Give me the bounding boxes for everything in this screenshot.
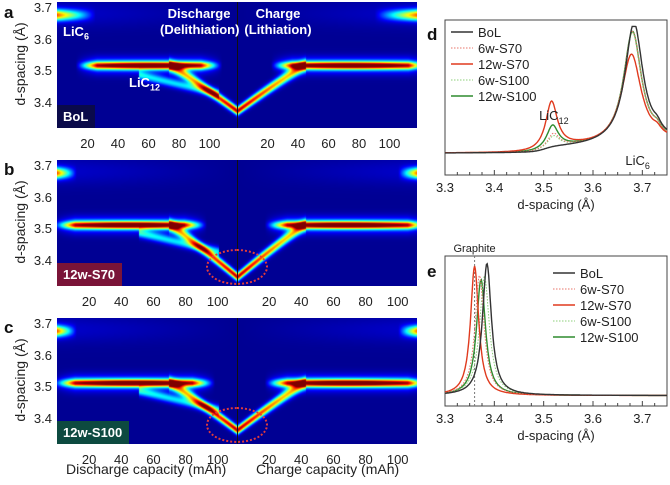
charge-x-tick-label: 20 xyxy=(261,452,277,467)
highlight-ellipse xyxy=(206,249,268,285)
sample-badge: BoL xyxy=(57,105,96,128)
charge-x-tick-label: 80 xyxy=(358,294,373,309)
panel-label-b: b xyxy=(4,160,15,179)
discharge-x-tick-label: 20 xyxy=(81,294,97,309)
panel-label-e: e xyxy=(427,262,437,281)
x-tick-label: 3.3 xyxy=(436,180,454,195)
y-tick-label: 3.7 xyxy=(33,158,52,174)
charge-x-tick-label: 40 xyxy=(294,294,309,309)
discharge-x-tick-label: 60 xyxy=(146,294,161,309)
y-tick-label: 3.4 xyxy=(33,94,52,110)
charge-x-tick-label: 80 xyxy=(351,136,367,151)
charge-x-tick-label: 100 xyxy=(386,452,409,467)
y-tick-label: 3.6 xyxy=(33,31,52,47)
x-tick-label: 3.7 xyxy=(633,411,651,426)
discharge-section-title: Discharge (Delithiation) xyxy=(160,6,240,38)
legend-label: 12w-S100 xyxy=(580,330,639,345)
discharge-title-line2: (Delithiation) xyxy=(160,22,240,37)
legend-label: BoL xyxy=(478,25,501,40)
legend-label: 12w-S70 xyxy=(580,298,631,313)
discharge-x-tick-label: 20 xyxy=(81,452,97,467)
panel-label-c: c xyxy=(4,318,14,337)
x-tick-label: 3.5 xyxy=(535,180,553,195)
charge-x-tick-label: 80 xyxy=(358,452,373,467)
panel-label-a: a xyxy=(4,3,14,22)
charge-x-tick-label: 60 xyxy=(326,452,341,467)
center-divider-line xyxy=(237,2,238,128)
charge-title-line2: (Lithiation) xyxy=(244,22,312,37)
legend-label: 6w-S100 xyxy=(580,314,631,329)
x-tick-label: 3.4 xyxy=(485,411,503,426)
highlight-ellipse xyxy=(206,407,268,443)
legend-label: 6w-S100 xyxy=(478,73,529,88)
series-line-bol xyxy=(444,262,667,397)
y-tick-label: 3.4 xyxy=(33,410,52,426)
y-tick-label: 3.7 xyxy=(33,0,52,16)
lic6-sub: 6 xyxy=(83,31,89,42)
discharge-x-tick-label: 40 xyxy=(114,294,129,309)
charge-x-tick-label: 20 xyxy=(260,136,275,151)
discharge-x-tick-label: 80 xyxy=(178,452,193,467)
charge-capacity-xlabel: Charge capacity (mAh) xyxy=(256,461,400,477)
legend-label: 6w-S70 xyxy=(478,41,522,56)
charge-x-tick-label: 20 xyxy=(261,294,277,309)
discharge-x-tick-label: 80 xyxy=(178,294,193,309)
charge-x-tick-label: 100 xyxy=(386,294,409,309)
peak-annotation-subscript: 12 xyxy=(559,116,569,126)
lic12-sub: 12 xyxy=(149,82,160,93)
y-tick-label: 3.5 xyxy=(33,221,52,237)
center-divider-line xyxy=(237,160,238,286)
y-tick-label: 3.6 xyxy=(33,189,52,205)
lic12-main: LiC xyxy=(129,75,150,90)
discharge-title-line1: Discharge xyxy=(167,6,231,21)
x-tick-label: 3.6 xyxy=(584,411,602,426)
x-tick-label: 3.6 xyxy=(584,180,602,195)
y-tick-label: 3.5 xyxy=(33,379,52,395)
x-axis-label: d-spacing (Å) xyxy=(517,197,594,212)
peak-annotation: LiC6 xyxy=(625,153,650,171)
x-tick-label: 3.7 xyxy=(633,180,651,195)
charge-section-title: Charge (Lithiation) xyxy=(240,6,316,38)
y-tick-label: 3.4 xyxy=(33,252,52,268)
discharge-x-tick-label: 40 xyxy=(114,452,129,467)
y-tick-label: 3.6 xyxy=(33,347,52,363)
discharge-x-tick-label: 40 xyxy=(110,136,126,151)
charge-x-tick-label: 100 xyxy=(378,136,401,151)
sample-badge: 12w-S100 xyxy=(57,421,130,444)
discharge-x-tick-label: 20 xyxy=(80,136,95,151)
peak-annotation-subscript: 6 xyxy=(645,161,650,171)
discharge-x-tick-label: 100 xyxy=(206,294,229,309)
lic6-main: LiC xyxy=(63,24,84,39)
x-tick-label: 3.3 xyxy=(436,411,454,426)
charge-x-tick-label: 40 xyxy=(290,136,306,151)
lic6-annotation: LiC6 xyxy=(63,24,89,45)
discharge-x-tick-label: 80 xyxy=(171,136,187,151)
discharge-x-tick-label: 60 xyxy=(146,452,161,467)
series-line-bol xyxy=(445,25,668,154)
charge-x-tick-label: 60 xyxy=(326,294,341,309)
x-tick-label: 3.4 xyxy=(485,180,503,195)
x-axis-label: d-spacing (Å) xyxy=(517,428,594,443)
legend-label: 6w-S70 xyxy=(580,282,624,297)
discharge-x-tick-label: 100 xyxy=(198,136,221,151)
legend-label: BoL xyxy=(580,266,603,281)
legend-label: 12w-S100 xyxy=(478,89,537,104)
discharge-x-tick-label: 100 xyxy=(206,452,229,467)
panel-label-d: d xyxy=(427,25,438,44)
graphite-reference-label: Graphite xyxy=(453,243,495,255)
discharge-x-tick-label: 60 xyxy=(141,136,156,151)
y-tick-label: 3.5 xyxy=(33,63,52,79)
charge-x-tick-label: 40 xyxy=(294,452,309,467)
charge-title-line1: Charge xyxy=(255,6,301,21)
discharge-capacity-xlabel: Discharge capacity (mAh) xyxy=(66,461,227,477)
legend-label: 12w-S70 xyxy=(478,57,529,72)
lic12-annotation: LiC12 xyxy=(129,75,160,96)
sample-badge: 12w-S70 xyxy=(57,263,123,286)
center-divider-line xyxy=(237,318,238,444)
charge-x-tick-label: 60 xyxy=(321,136,336,151)
x-tick-label: 3.5 xyxy=(535,411,553,426)
y-tick-label: 3.7 xyxy=(33,316,52,332)
